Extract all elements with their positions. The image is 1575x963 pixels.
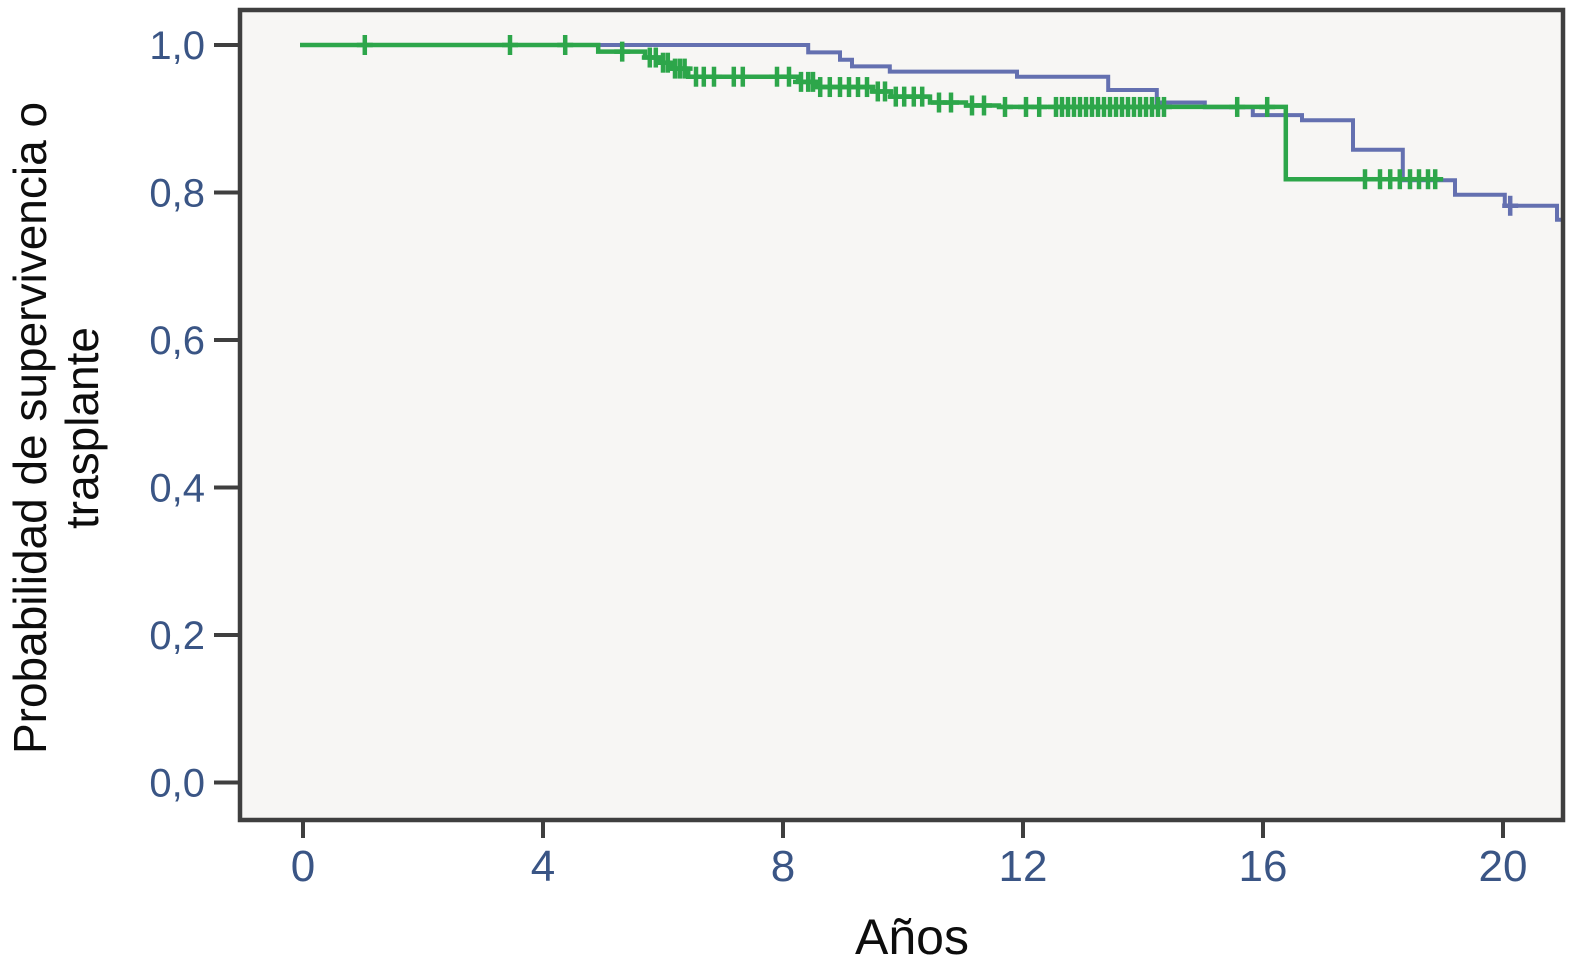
y-tick-label: 0,2 bbox=[149, 614, 205, 658]
y-axis-title-line1: Probabilidad de supervivencia o bbox=[4, 101, 56, 755]
x-tick-label: 12 bbox=[999, 842, 1048, 891]
y-tick-label: 0,4 bbox=[149, 467, 205, 511]
censor-marks-blue-group bbox=[1502, 195, 1519, 216]
y-tick-label: 0,6 bbox=[149, 319, 205, 363]
censor-marks-green-group bbox=[356, 35, 1444, 190]
x-tick-label: 0 bbox=[291, 842, 315, 891]
x-axis-title: Años bbox=[855, 909, 969, 963]
y-axis-title-line2: trasplante bbox=[56, 327, 109, 530]
y-axis-title: Probabilidad de supervivencia o trasplan… bbox=[4, 48, 110, 808]
x-tick-label: 4 bbox=[531, 842, 555, 891]
plot-area-background bbox=[240, 10, 1563, 820]
y-tick-label: 1,0 bbox=[149, 24, 205, 68]
y-tick-label: 0,0 bbox=[149, 762, 205, 806]
x-tick-label: 20 bbox=[1479, 842, 1528, 891]
plot-area-border bbox=[237, 7, 1566, 823]
x-tick-label: 16 bbox=[1239, 842, 1288, 891]
x-tick-label: 8 bbox=[771, 842, 795, 891]
y-tick-label: 0,8 bbox=[149, 172, 205, 216]
